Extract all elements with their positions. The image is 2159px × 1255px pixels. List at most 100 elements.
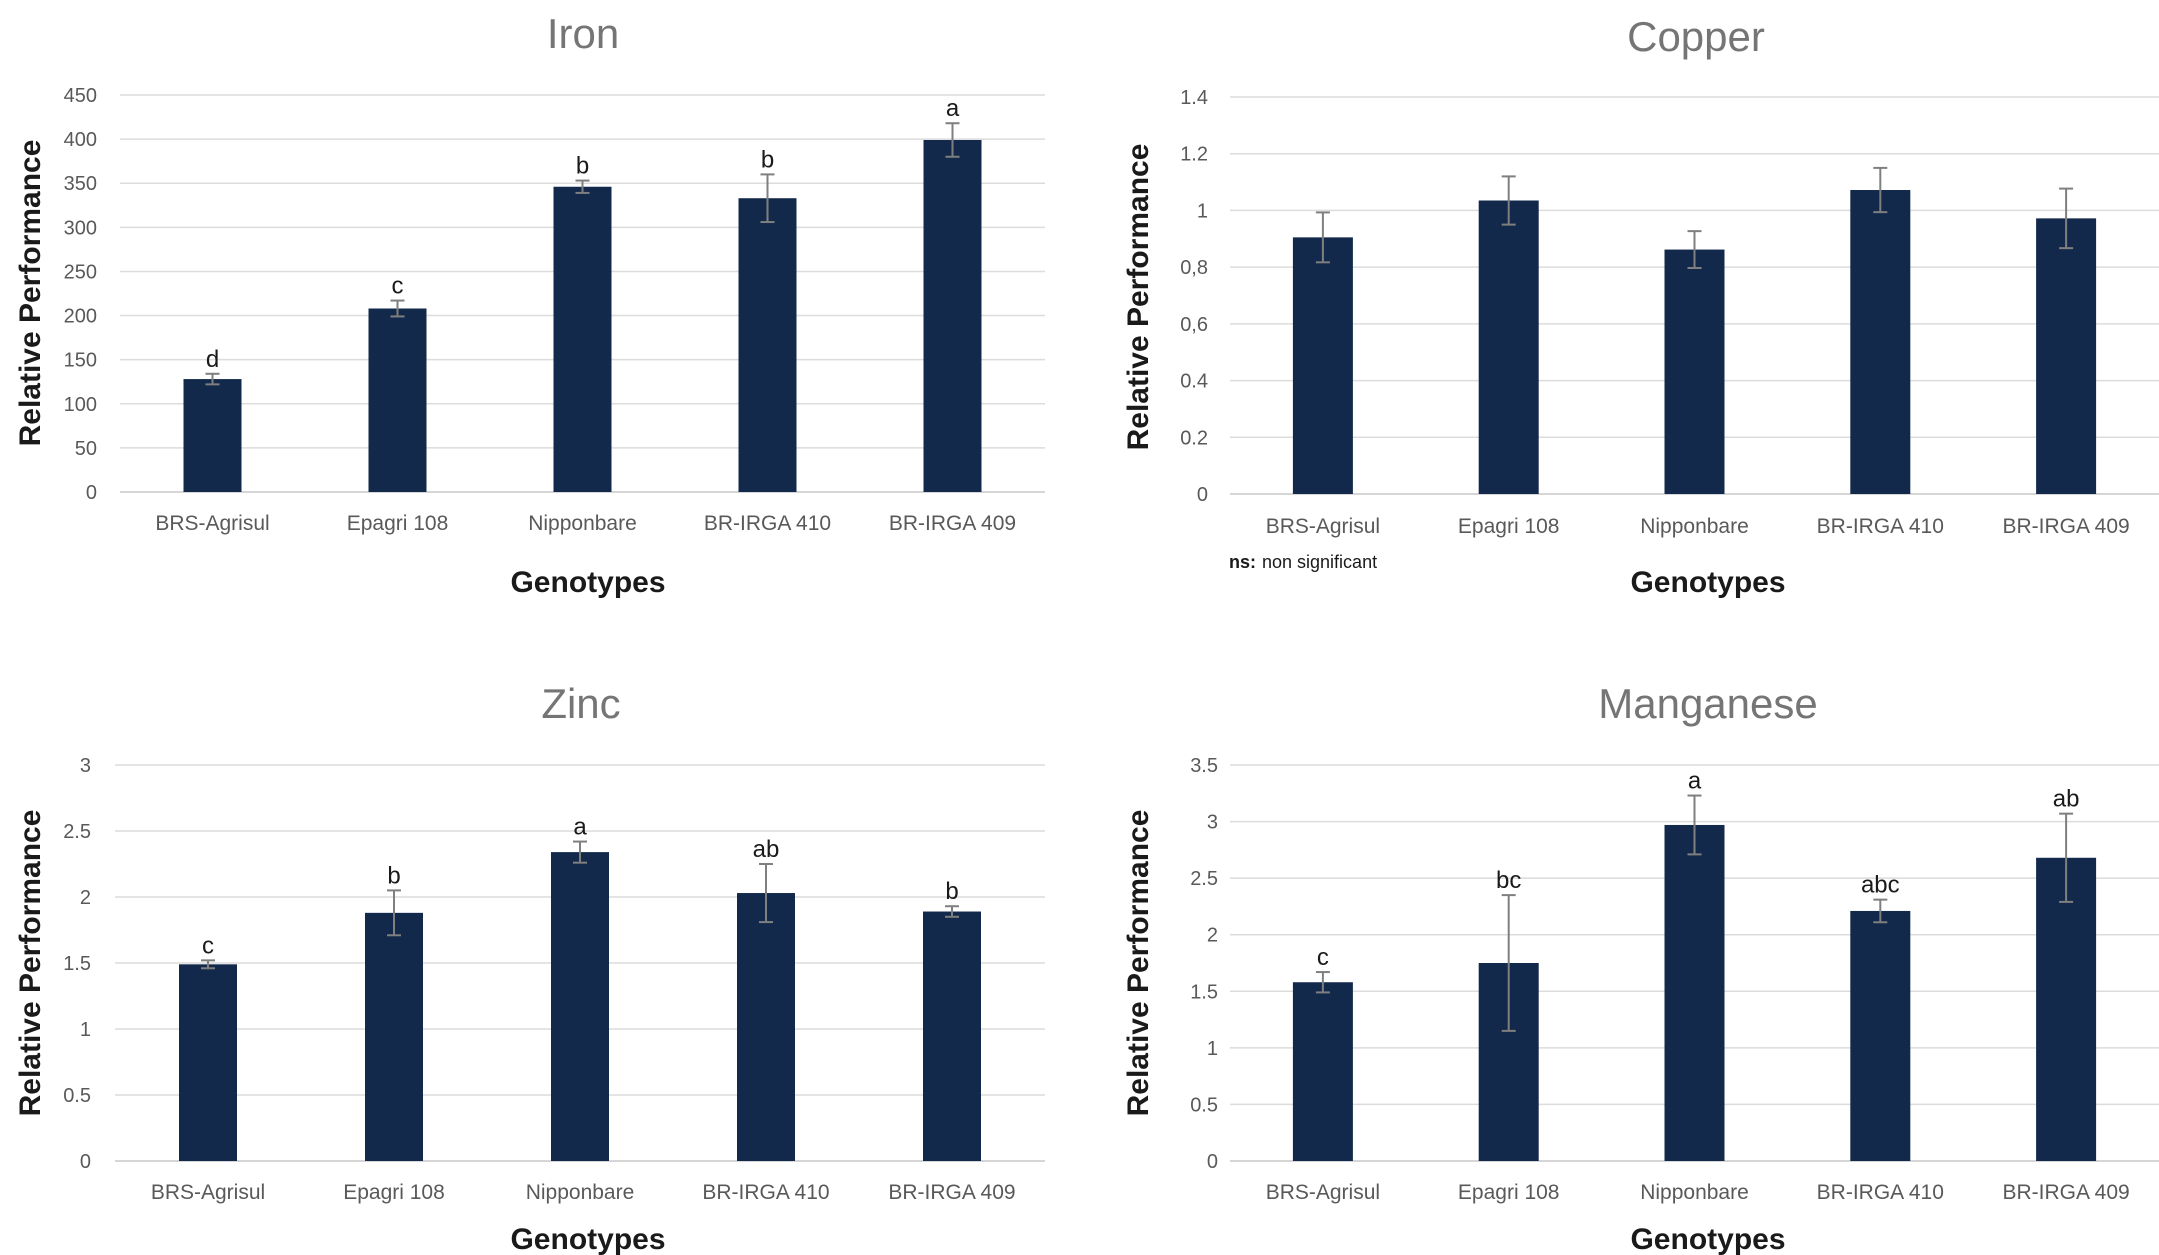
significance-letter: a bbox=[946, 95, 960, 122]
y-tick-label: 0,8 bbox=[1180, 257, 1208, 279]
y-axis-title: Relative Performance bbox=[14, 140, 47, 447]
significance-letter: d bbox=[206, 346, 219, 373]
category-label: BR-IRGA 410 bbox=[704, 512, 831, 535]
significance-letter: b bbox=[761, 146, 774, 173]
bar bbox=[1850, 910, 1911, 1161]
y-tick-label: 1.5 bbox=[63, 953, 91, 975]
bar bbox=[551, 852, 609, 1161]
y-tick-label: 0.5 bbox=[1190, 1094, 1218, 1116]
category-label: BR-IRGA 410 bbox=[1817, 1181, 1944, 1204]
category-label: BR-IRGA 409 bbox=[2002, 515, 2129, 538]
bar bbox=[1292, 237, 1353, 494]
bar bbox=[365, 912, 423, 1161]
y-tick-label: 2 bbox=[80, 887, 91, 909]
category-label: Nipponbare bbox=[528, 512, 637, 535]
y-axis-title: Relative Performance bbox=[1122, 144, 1155, 451]
y-tick-label: 0,6 bbox=[1180, 314, 1208, 336]
significance-letter: b bbox=[387, 862, 400, 889]
y-tick-label: 100 bbox=[64, 394, 97, 416]
category-label: Nipponbare bbox=[526, 1181, 635, 1204]
bar bbox=[1292, 982, 1353, 1161]
y-tick-label: 1.4 bbox=[1180, 87, 1208, 109]
significance-letter: ab bbox=[2053, 786, 2080, 813]
bar bbox=[179, 964, 237, 1161]
category-label: Epagri 108 bbox=[347, 512, 449, 535]
y-tick-label: 1 bbox=[1197, 200, 1208, 222]
chart-title: Zinc bbox=[541, 680, 620, 727]
bar bbox=[1850, 190, 1911, 495]
bar bbox=[2036, 857, 2097, 1161]
significance-letter: b bbox=[945, 878, 958, 905]
chart-title: Copper bbox=[1627, 13, 1765, 60]
chart-title: Iron bbox=[547, 10, 619, 57]
bar bbox=[2036, 218, 2097, 494]
bar bbox=[183, 379, 242, 492]
significance-letter: bc bbox=[1496, 867, 1521, 894]
category-label: BR-IRGA 409 bbox=[2002, 1181, 2129, 1204]
y-tick-label: 1 bbox=[80, 1019, 91, 1041]
y-tick-label: 0.4 bbox=[1180, 371, 1208, 393]
y-tick-label: 200 bbox=[64, 306, 97, 328]
chart-manganese: Manganese 0 0.5 1 1.5 2 2.5 3 3.5 c BRS-Agrisul bc E… bbox=[1122, 680, 2159, 1255]
bar bbox=[737, 893, 795, 1161]
x-axis-title: Genotypes bbox=[510, 566, 665, 599]
y-tick-label: 300 bbox=[64, 217, 97, 239]
y-tick-label: 3 bbox=[1207, 812, 1218, 834]
significance-letter: ab bbox=[753, 836, 780, 863]
bar bbox=[1664, 824, 1725, 1161]
y-tick-label: 2.5 bbox=[1190, 868, 1218, 890]
y-tick-label: 2 bbox=[1207, 925, 1218, 947]
significance-note: ns: non significant bbox=[1229, 552, 1377, 572]
chart-iron: Iron 0 50 100 150 200 250 300 350 400 450 d BRS-Agri… bbox=[14, 10, 1045, 599]
significance-letter: c bbox=[392, 273, 404, 300]
y-tick-label: 0.5 bbox=[63, 1085, 91, 1107]
category-label: Epagri 108 bbox=[1458, 515, 1560, 538]
bar bbox=[1664, 249, 1725, 494]
y-tick-label: 250 bbox=[64, 261, 97, 283]
bar bbox=[738, 198, 797, 492]
significance-letter: a bbox=[1688, 768, 1702, 795]
chart-title: Manganese bbox=[1598, 680, 1818, 727]
category-label: Epagri 108 bbox=[343, 1181, 445, 1204]
category-label: Nipponbare bbox=[1640, 515, 1749, 538]
bar bbox=[368, 308, 427, 492]
y-tick-label: 0 bbox=[86, 482, 97, 504]
category-label: Nipponbare bbox=[1640, 1181, 1749, 1204]
y-tick-label: 0.2 bbox=[1180, 427, 1208, 449]
y-tick-label: 3.5 bbox=[1190, 755, 1218, 777]
bar bbox=[553, 186, 612, 493]
category-label: Epagri 108 bbox=[1458, 1181, 1560, 1204]
category-label: BR-IRGA 410 bbox=[1817, 515, 1944, 538]
y-axis-title: Relative Performance bbox=[1122, 810, 1155, 1117]
y-axis-title: Relative Performance bbox=[14, 810, 47, 1117]
y-tick-label: 1.5 bbox=[1190, 981, 1218, 1003]
bar bbox=[923, 139, 982, 492]
bar bbox=[1478, 200, 1539, 494]
category-label: BR-IRGA 409 bbox=[888, 1181, 1015, 1204]
y-tick-label: 0 bbox=[1197, 484, 1208, 506]
chart-zinc: Zinc 0 0.5 1 1.5 2 2.5 3 c BRS-Agrisul b Epagri 108… bbox=[14, 680, 1045, 1255]
y-tick-label: 0 bbox=[1207, 1151, 1218, 1173]
y-tick-label: 1.2 bbox=[1180, 144, 1208, 166]
significance-letter: a bbox=[573, 814, 587, 841]
category-label: BRS-Agrisul bbox=[1266, 1181, 1380, 1204]
bar bbox=[923, 911, 981, 1161]
note-text: non significant bbox=[1262, 552, 1377, 572]
category-label: BR-IRGA 410 bbox=[702, 1181, 829, 1204]
note-label: ns: bbox=[1229, 552, 1256, 572]
y-tick-label: 400 bbox=[64, 129, 97, 151]
y-tick-label: 1 bbox=[1207, 1038, 1218, 1060]
significance-letter: abc bbox=[1861, 872, 1900, 899]
category-label: BRS-Agrisul bbox=[155, 512, 269, 535]
chart-copper: Copper 0 0.2 0.4 0,6 0,8 1 1.2 1.4 BRS-Agrisul Epa… bbox=[1122, 13, 2159, 599]
category-label: BRS-Agrisul bbox=[151, 1181, 265, 1204]
significance-letter: c bbox=[202, 932, 214, 959]
significance-letter: c bbox=[1317, 944, 1329, 971]
y-tick-label: 150 bbox=[64, 350, 97, 372]
category-label: BRS-Agrisul bbox=[1266, 515, 1380, 538]
x-axis-title: Genotypes bbox=[510, 1223, 665, 1255]
category-label: BR-IRGA 409 bbox=[889, 512, 1016, 535]
significance-letter: b bbox=[576, 153, 589, 180]
y-tick-label: 50 bbox=[75, 438, 97, 460]
